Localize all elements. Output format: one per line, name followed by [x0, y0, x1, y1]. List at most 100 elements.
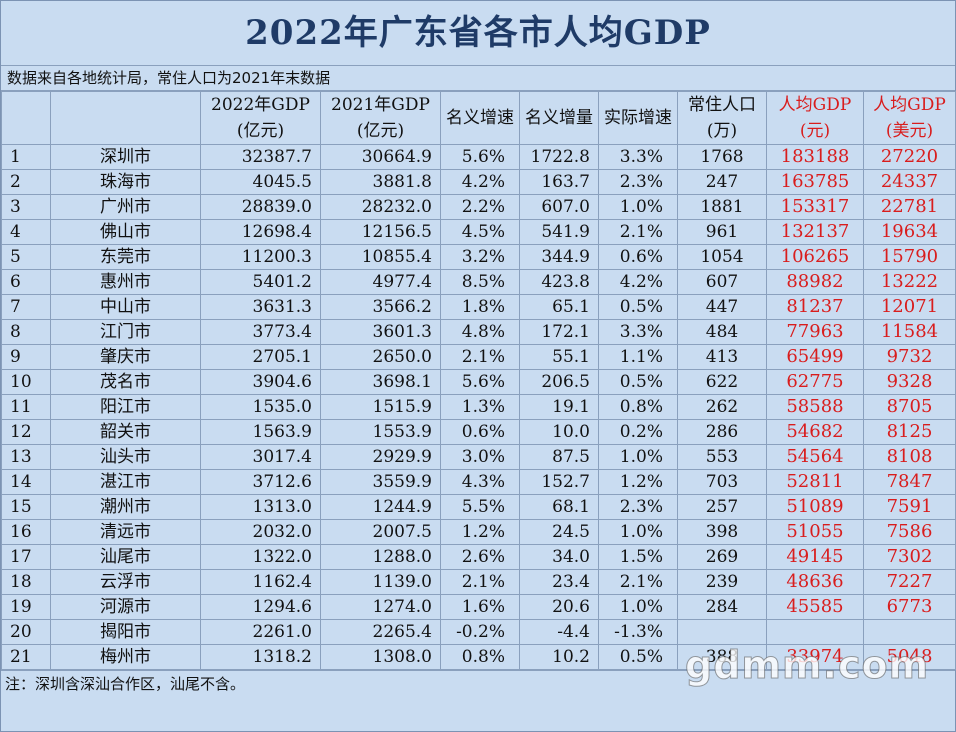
cell-rank: 4	[1, 219, 51, 245]
cell-city: 潮州市	[50, 494, 201, 520]
cell-per-capita-usd: 7591	[863, 494, 956, 520]
cell-real-growth: 3.3%	[598, 144, 678, 170]
cell-real-growth: 0.2%	[598, 419, 678, 445]
cell-nominal-growth: 4.5%	[440, 219, 520, 245]
cell-real-growth: 0.6%	[598, 244, 678, 270]
cell-real-growth: 0.5%	[598, 294, 678, 320]
cell-nominal-growth: 3.0%	[440, 444, 520, 470]
cell-gdp2021: 1288.0	[320, 544, 441, 570]
cell-per-capita-cny: 163785	[766, 169, 864, 195]
cell-gdp2022: 1535.0	[200, 394, 321, 420]
cell-real-growth: 0.5%	[598, 644, 678, 670]
cell-per-capita-cny	[766, 619, 864, 645]
cell-nominal-increase: 607.0	[519, 194, 599, 220]
header-per-capita-usd-label: 人均GDP	[873, 95, 946, 115]
header-population: 常住人口 (万)	[677, 91, 767, 145]
cell-population: 398	[677, 519, 767, 545]
cell-rank: 3	[1, 194, 51, 220]
cell-rank: 18	[1, 569, 51, 595]
cell-gdp2022: 11200.3	[200, 244, 321, 270]
cell-gdp2022: 1318.2	[200, 644, 321, 670]
cell-city: 深圳市	[50, 144, 201, 170]
cell-per-capita-cny: 51089	[766, 494, 864, 520]
cell-nominal-increase: 34.0	[519, 544, 599, 570]
header-per-capita-usd-unit: (美元)	[885, 121, 934, 141]
cell-nominal-growth: 4.2%	[440, 169, 520, 195]
cell-gdp2021: 2007.5	[320, 519, 441, 545]
table-row: 4 佛山市 12698.4 12156.5 4.5% 541.9 2.1% 961 132137…	[1, 219, 956, 245]
cell-gdp2022: 28839.0	[200, 194, 321, 220]
cell-nominal-growth: 0.8%	[440, 644, 520, 670]
cell-rank: 7	[1, 294, 51, 320]
cell-population: 239	[677, 569, 767, 595]
cell-real-growth: -1.3%	[598, 619, 678, 645]
table-row: 17 汕尾市 1322.0 1288.0 2.6% 34.0 1.5% 269 49145 730…	[1, 544, 956, 570]
cell-per-capita-usd: 8705	[863, 394, 956, 420]
cell-gdp2021: 30664.9	[320, 144, 441, 170]
cell-real-growth: 3.3%	[598, 319, 678, 345]
cell-city: 韶关市	[50, 419, 201, 445]
cell-population: 1881	[677, 194, 767, 220]
cell-per-capita-usd: 7227	[863, 569, 956, 595]
cell-population: 607	[677, 269, 767, 295]
cell-per-capita-usd: 19634	[863, 219, 956, 245]
cell-real-growth: 2.3%	[598, 494, 678, 520]
cell-gdp2022: 4045.5	[200, 169, 321, 195]
cell-city: 阳江市	[50, 394, 201, 420]
cell-per-capita-usd: 11584	[863, 319, 956, 345]
cell-nominal-growth: 5.6%	[440, 144, 520, 170]
cell-per-capita-usd: 13222	[863, 269, 956, 295]
cell-nominal-growth: 3.2%	[440, 244, 520, 270]
cell-real-growth: 2.3%	[598, 169, 678, 195]
cell-gdp2021: 2650.0	[320, 344, 441, 370]
cell-per-capita-cny: 132137	[766, 219, 864, 245]
cell-nominal-growth: 2.6%	[440, 544, 520, 570]
cell-nominal-growth: 2.1%	[440, 569, 520, 595]
cell-rank: 2	[1, 169, 51, 195]
header-gdp2022-unit: (亿元)	[236, 121, 285, 141]
header-real-growth: 实际增速	[598, 91, 678, 145]
cell-nominal-growth: 5.5%	[440, 494, 520, 520]
cell-real-growth: 2.1%	[598, 219, 678, 245]
cell-nominal-increase: 10.0	[519, 419, 599, 445]
cell-per-capita-cny: 81237	[766, 294, 864, 320]
cell-gdp2021: 3601.3	[320, 319, 441, 345]
cell-per-capita-cny: 48636	[766, 569, 864, 595]
cell-real-growth: 1.5%	[598, 544, 678, 570]
cell-gdp2022: 1563.9	[200, 419, 321, 445]
cell-nominal-increase: 87.5	[519, 444, 599, 470]
cell-gdp2022: 3017.4	[200, 444, 321, 470]
cell-population: 247	[677, 169, 767, 195]
cell-city: 河源市	[50, 594, 201, 620]
cell-city: 东莞市	[50, 244, 201, 270]
cell-gdp2022: 1294.6	[200, 594, 321, 620]
cell-city: 茂名市	[50, 369, 201, 395]
cell-population: 388	[677, 644, 767, 670]
cell-nominal-increase: 206.5	[519, 369, 599, 395]
cell-nominal-growth: 2.2%	[440, 194, 520, 220]
cell-nominal-growth: 8.5%	[440, 269, 520, 295]
cell-per-capita-usd: 8125	[863, 419, 956, 445]
cell-city: 汕尾市	[50, 544, 201, 570]
cell-per-capita-cny: 106265	[766, 244, 864, 270]
cell-gdp2021: 3698.1	[320, 369, 441, 395]
header-city	[50, 91, 201, 145]
cell-per-capita-cny: 54682	[766, 419, 864, 445]
cell-nominal-increase: -4.4	[519, 619, 599, 645]
footnote: 注：深圳含深汕合作区，汕尾不含。	[1, 670, 955, 697]
cell-gdp2022: 12698.4	[200, 219, 321, 245]
cell-population: 413	[677, 344, 767, 370]
cell-population: 269	[677, 544, 767, 570]
cell-per-capita-usd: 7586	[863, 519, 956, 545]
cell-per-capita-cny: 45585	[766, 594, 864, 620]
header-population-unit: (万)	[706, 121, 738, 141]
cell-rank: 13	[1, 444, 51, 470]
cell-per-capita-cny: 183188	[766, 144, 864, 170]
cell-rank: 8	[1, 319, 51, 345]
cell-population: 1054	[677, 244, 767, 270]
cell-city: 佛山市	[50, 219, 201, 245]
cell-real-growth: 1.0%	[598, 444, 678, 470]
cell-city: 梅州市	[50, 644, 201, 670]
gdp-table: 2022年GDP (亿元) 2021年GDP (亿元) 名义增速 名义增量 实际…	[1, 91, 956, 670]
